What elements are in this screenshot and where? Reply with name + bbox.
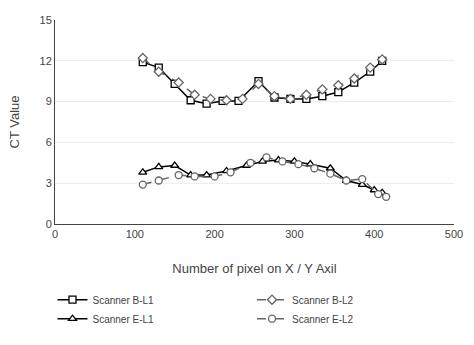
svg-text:500: 500	[445, 228, 463, 240]
svg-text:300: 300	[285, 228, 303, 240]
svg-text:6: 6	[46, 136, 52, 148]
svg-text:100: 100	[126, 228, 144, 240]
svg-text:CT Value: CT Value	[7, 96, 22, 149]
svg-text:Scanner B-L1: Scanner B-L1	[93, 295, 155, 306]
svg-text:12: 12	[40, 55, 52, 67]
svg-text:Number of pixel on X / Y Axil: Number of pixel on X / Y Axil	[172, 261, 336, 276]
svg-text:3: 3	[46, 177, 52, 189]
svg-text:15: 15	[40, 14, 52, 26]
svg-text:400: 400	[365, 228, 383, 240]
svg-text:200: 200	[205, 228, 223, 240]
svg-text:0: 0	[46, 218, 52, 230]
svg-text:9: 9	[46, 95, 52, 107]
svg-text:Scanner E-L1: Scanner E-L1	[93, 314, 155, 325]
svg-text:Scanner E-L2: Scanner E-L2	[292, 314, 354, 325]
svg-text:Scanner B-L2: Scanner B-L2	[292, 295, 354, 306]
svg-text:0: 0	[52, 228, 58, 240]
